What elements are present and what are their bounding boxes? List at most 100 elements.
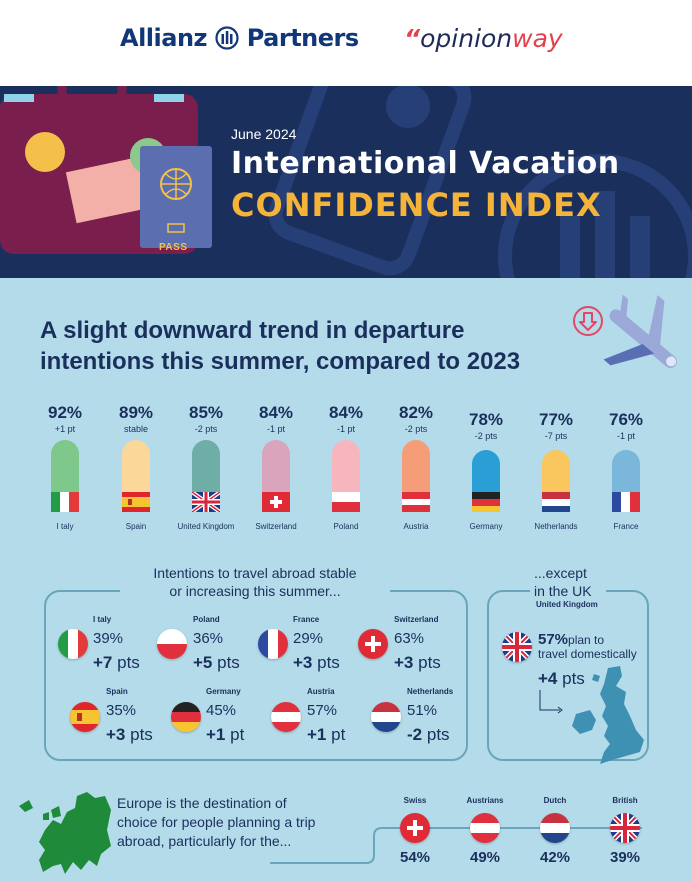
- country-item-poland: 84% -1 pt Poland: [311, 403, 381, 533]
- country-change: -1 pt: [616, 431, 635, 441]
- country-pct: 85%: [188, 403, 224, 422]
- uk-flag-icon: [192, 492, 220, 512]
- stable-box-title: Intentions to travel abroad stable or in…: [120, 564, 390, 600]
- nationality-pct: 54%: [399, 849, 431, 866]
- germany-flag-icon: [171, 702, 201, 732]
- item-change: +1 pt: [206, 725, 244, 745]
- item-country: Spain: [106, 687, 128, 696]
- nationalities-connector-line: [270, 827, 642, 864]
- title-line-1: International Vacation: [231, 146, 620, 181]
- switzerland-flag-icon: [262, 492, 290, 512]
- country-name: Netherlands: [534, 522, 578, 531]
- europe-map-icon: [19, 792, 111, 874]
- nationality-name: Swiss: [403, 796, 427, 805]
- item-pct: 57%: [307, 702, 338, 719]
- country-item-switzerland: 84% -1 pt Switzerland: [241, 403, 311, 533]
- country-item-spain: 89% stable Spain: [101, 403, 171, 533]
- uk-text-b: travel domestically: [538, 647, 637, 661]
- passport-label: PASS: [159, 242, 188, 253]
- france-flag-icon: [612, 492, 640, 512]
- country-change: -2 pts: [194, 424, 218, 434]
- item-change: +1 pt: [307, 725, 345, 745]
- country-name: Spain: [125, 522, 147, 531]
- logo-text-way: way: [512, 24, 563, 53]
- item-change-value: +5: [193, 653, 213, 672]
- item-country: Austria: [307, 687, 335, 696]
- uk-map-icon: [572, 666, 644, 764]
- item-change-value: +1: [206, 725, 226, 744]
- nationality-pct: 49%: [469, 849, 501, 866]
- allianz-partners-logo: Allianz Partners: [120, 24, 359, 52]
- nationality-pct: 42%: [539, 849, 571, 866]
- item-change-value: +3: [394, 653, 414, 672]
- spain-flag-icon: [122, 492, 150, 512]
- italy-flag-icon: [51, 492, 79, 512]
- item-change-unit: pts: [117, 653, 140, 672]
- logo-text-partners: Partners: [246, 24, 359, 52]
- uk-domestic-text: 57%plan to travel domestically: [538, 632, 648, 661]
- item-country: France: [293, 615, 320, 624]
- netherlands-flag-icon: [540, 813, 570, 843]
- country-change: stable: [123, 424, 149, 434]
- uk-change-unit: pts: [562, 669, 585, 688]
- europe-description: Europe is the destination of choice for …: [117, 795, 316, 849]
- item-change: +3 pts: [106, 725, 153, 745]
- item-change-value: +7: [93, 653, 113, 672]
- country-item-germany: 78% -2 pts Germany: [451, 410, 521, 533]
- item-country: Switzerland: [394, 615, 439, 624]
- switzerland-flag-icon: [358, 629, 388, 659]
- title-line-2: CONFIDENCE INDEX: [231, 186, 602, 224]
- nationality-name: British: [612, 796, 638, 805]
- stable-box-title-line2: or increasing this summer...: [169, 583, 341, 599]
- report-date: June 2024: [231, 126, 297, 142]
- country-pct: 76%: [608, 410, 644, 429]
- country-name: I taly: [56, 522, 74, 531]
- item-pct: 35%: [106, 702, 137, 719]
- uk-change-value: +4: [538, 669, 558, 688]
- spain-flag-icon: [70, 702, 100, 732]
- header: [0, 0, 692, 86]
- item-change: -2 pts: [407, 725, 450, 745]
- country-pct: 84%: [258, 403, 294, 422]
- item-change-value: -2: [407, 725, 423, 744]
- country-item-france: 76% -1 pt France: [591, 410, 661, 533]
- country-pct: 92%: [47, 403, 83, 422]
- item-change: +3 pts: [293, 653, 340, 673]
- country-pct: 89%: [118, 403, 154, 422]
- section-headline: A slight downward trend in departure int…: [40, 317, 521, 375]
- france-flag-icon: [258, 629, 288, 659]
- item-pct: 63%: [394, 630, 425, 647]
- country-name: Switzerland: [255, 522, 297, 531]
- country-change: -2 pts: [404, 424, 428, 434]
- uk-box-title-line2: in the UK: [534, 583, 592, 599]
- uk-box-title: ...except in the UK: [530, 564, 606, 600]
- austria-flag-icon: [271, 702, 301, 732]
- suitcase-passport-icon: [0, 86, 212, 254]
- item-change: +3 pts: [394, 653, 441, 673]
- country-pct: 78%: [468, 410, 504, 429]
- uk-flag-icon: [610, 813, 640, 843]
- country-name: Austria: [403, 522, 429, 531]
- down-arrow-icon: [573, 306, 603, 336]
- item-country: Germany: [206, 687, 241, 696]
- item-pct: 36%: [193, 630, 224, 647]
- country-change: -1 pt: [266, 424, 285, 434]
- netherlands-flag-icon: [542, 492, 570, 512]
- country-pct: 77%: [538, 410, 574, 429]
- uk-flag-icon: [502, 632, 532, 662]
- item-change: +5 pts: [193, 653, 240, 673]
- airplane-icon: [603, 294, 677, 368]
- netherlands-flag-icon: [371, 702, 401, 732]
- country-change: -1 pt: [336, 424, 355, 434]
- item-change-unit: pt: [331, 725, 346, 744]
- country-change: +1 pt: [54, 424, 76, 434]
- country-name: France: [613, 522, 639, 531]
- item-change-unit: pt: [230, 725, 245, 744]
- nationality-pct: 39%: [609, 849, 641, 866]
- italy-flag-icon: [58, 629, 88, 659]
- country-item-italy: 92% +1 pt I taly: [30, 403, 100, 533]
- austria-flag-icon: [402, 492, 430, 512]
- allianz-eagle-icon: [215, 26, 239, 50]
- switzerland-flag-icon: [400, 813, 430, 843]
- stable-box-title-line1: Intentions to travel abroad stable: [153, 565, 357, 581]
